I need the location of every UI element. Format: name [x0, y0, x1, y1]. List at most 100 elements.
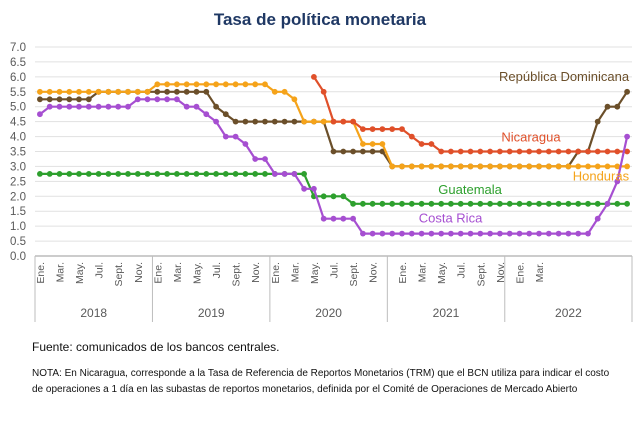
y-axis: 0.0 0.5 1.0 1.5 2.0 2.5 3.0 3.5 4.0 4.5 5.0 5.5 6.0 6… — [10, 42, 26, 263]
data-point — [330, 148, 337, 155]
data-point — [614, 163, 621, 170]
data-point — [174, 88, 180, 95]
data-point — [457, 163, 464, 170]
data-point — [428, 230, 435, 237]
data-point — [203, 81, 210, 88]
data-point — [418, 200, 425, 207]
data-point — [154, 88, 161, 95]
data-point — [565, 200, 572, 207]
data-point — [624, 163, 630, 170]
data-point — [379, 141, 386, 147]
data-point — [232, 118, 239, 125]
data-point — [477, 148, 484, 155]
y-tick-label: 6.0 — [10, 72, 26, 84]
data-point — [46, 96, 53, 103]
data-point — [350, 200, 356, 207]
data-point — [46, 88, 53, 95]
data-point — [389, 200, 396, 207]
data-point — [457, 230, 464, 237]
data-point — [222, 133, 229, 140]
data-point — [467, 163, 474, 170]
data-point — [536, 163, 542, 170]
data-point — [262, 118, 268, 125]
data-point — [526, 163, 533, 170]
data-point — [604, 148, 611, 155]
data-point — [545, 230, 552, 237]
data-point — [105, 171, 112, 177]
data-point — [565, 163, 572, 170]
data-point — [183, 88, 190, 95]
data-point — [350, 118, 356, 125]
data-point — [281, 171, 288, 177]
data-point — [487, 230, 493, 237]
data-point — [477, 230, 484, 237]
data-point — [604, 200, 611, 207]
data-point — [438, 163, 445, 170]
data-point — [213, 103, 220, 110]
data-point — [399, 230, 405, 237]
data-point — [154, 81, 161, 88]
data-point — [222, 81, 229, 88]
data-point — [399, 126, 405, 132]
data-point — [291, 171, 298, 177]
data-point — [428, 163, 435, 170]
data-point — [193, 81, 200, 88]
data-point — [242, 81, 249, 88]
data-point — [281, 118, 288, 125]
data-point — [594, 148, 601, 155]
data-point — [232, 81, 239, 88]
data-point — [203, 111, 210, 118]
series-guatemala — [37, 171, 630, 207]
data-point — [320, 88, 327, 95]
data-point — [311, 185, 317, 192]
data-point — [320, 215, 327, 222]
x-tick-label: Sept. — [231, 262, 243, 287]
data-point — [66, 96, 73, 103]
data-point — [555, 200, 562, 207]
data-point — [125, 88, 131, 95]
data-point — [134, 171, 141, 177]
data-point — [408, 133, 415, 140]
data-point — [164, 88, 171, 95]
data-point — [154, 171, 161, 177]
data-point — [585, 148, 591, 155]
data-point — [516, 230, 523, 237]
y-tick-label: 4.0 — [10, 132, 26, 144]
data-point — [555, 230, 562, 237]
x-tick-label: May. — [191, 262, 203, 284]
data-point — [457, 200, 464, 207]
x-tick-label: Ene. — [35, 262, 47, 284]
year-label: 2020 — [315, 306, 342, 320]
data-point — [467, 230, 474, 237]
data-point — [271, 171, 278, 177]
x-tick-label: Nov. — [368, 262, 380, 283]
data-point — [271, 118, 278, 125]
data-point — [203, 171, 210, 177]
data-point — [85, 171, 92, 177]
series-costa-rica — [37, 96, 630, 237]
data-point — [252, 156, 259, 162]
y-tick-label: 7.0 — [10, 42, 26, 54]
y-tick-label: 1.5 — [10, 206, 26, 218]
data-point — [340, 193, 347, 200]
data-point — [399, 163, 405, 170]
data-point — [438, 230, 445, 237]
data-point — [252, 171, 259, 177]
data-point — [37, 96, 43, 103]
data-point — [242, 141, 249, 147]
data-point — [369, 141, 376, 147]
data-point — [497, 200, 503, 207]
data-point — [115, 88, 122, 95]
data-point — [487, 163, 493, 170]
data-point — [594, 163, 601, 170]
data-point — [301, 185, 307, 192]
data-point — [497, 148, 503, 155]
x-tick-label: Jul. — [456, 262, 468, 278]
data-point — [252, 81, 259, 88]
data-point — [56, 96, 63, 103]
data-point — [85, 103, 92, 110]
data-point — [213, 171, 220, 177]
x-tick-label: Jul. — [94, 262, 106, 278]
data-point — [487, 200, 493, 207]
y-tick-label: 0.5 — [10, 236, 26, 248]
